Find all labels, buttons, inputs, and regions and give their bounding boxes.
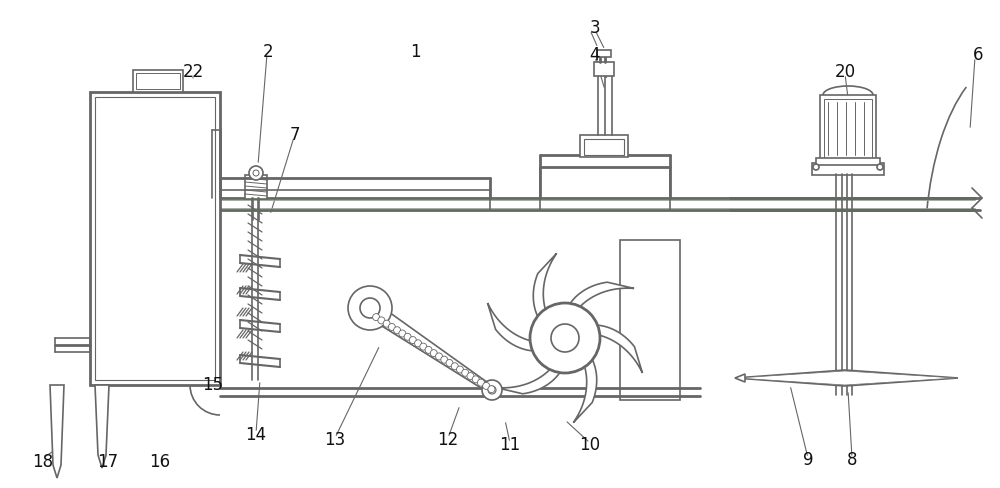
Text: 2: 2 [263,43,273,61]
Text: 22: 22 [182,63,204,81]
Bar [245,175,267,199]
Text: 17: 17 [97,453,119,471]
Circle shape [399,330,406,337]
Circle shape [483,383,490,389]
Circle shape [415,340,422,347]
Polygon shape [573,360,597,423]
Circle shape [348,286,392,330]
Polygon shape [570,282,634,306]
Text: 14: 14 [245,426,267,444]
Polygon shape [95,385,109,468]
Text: 3: 3 [590,19,600,37]
Circle shape [420,343,427,350]
Circle shape [477,379,484,386]
Circle shape [488,386,496,394]
Bar [584,139,624,155]
Circle shape [456,366,463,373]
Polygon shape [735,370,958,386]
Circle shape [373,314,380,321]
Bar [580,135,628,157]
Polygon shape [496,369,560,394]
Circle shape [253,170,259,176]
Polygon shape [598,325,642,373]
Circle shape [436,353,443,360]
Text: 8: 8 [847,451,857,469]
Bar [594,62,614,76]
Circle shape [482,380,502,400]
Bar [824,99,872,161]
Bar [90,92,220,385]
Circle shape [441,356,448,363]
Text: 15: 15 [202,376,224,394]
Bar [816,158,880,165]
Polygon shape [488,303,532,351]
Text: 10: 10 [579,436,601,454]
Text: 9: 9 [803,451,813,469]
Circle shape [425,346,432,353]
Circle shape [388,324,395,330]
Circle shape [813,164,819,170]
Bar [820,95,876,165]
Bar [620,240,680,400]
Circle shape [430,349,437,357]
Bar [95,97,215,380]
Bar [133,70,183,92]
Circle shape [383,320,390,327]
Circle shape [462,369,469,376]
Text: 18: 18 [32,453,54,471]
Bar [597,50,611,57]
Bar [812,163,884,175]
Text: 11: 11 [499,436,521,454]
Text: 7: 7 [290,126,300,144]
Circle shape [467,372,474,380]
Circle shape [877,164,883,170]
Circle shape [378,317,385,324]
Circle shape [551,324,579,352]
Circle shape [530,303,600,373]
Polygon shape [533,253,557,316]
Text: 12: 12 [437,431,459,449]
Circle shape [472,376,479,383]
Text: 4: 4 [590,46,600,64]
Text: 6: 6 [973,46,983,64]
Circle shape [394,327,401,334]
Text: 1: 1 [410,43,420,61]
Polygon shape [735,374,745,382]
Text: 20: 20 [834,63,856,81]
Text: 16: 16 [149,453,171,471]
Text: 13: 13 [324,431,346,449]
Circle shape [360,298,380,318]
Circle shape [249,166,263,180]
Circle shape [409,337,416,344]
Circle shape [446,360,453,366]
Circle shape [488,386,495,393]
Polygon shape [50,385,64,478]
Circle shape [451,363,458,370]
Circle shape [404,333,411,340]
Bar [136,73,180,89]
Polygon shape [737,371,956,385]
